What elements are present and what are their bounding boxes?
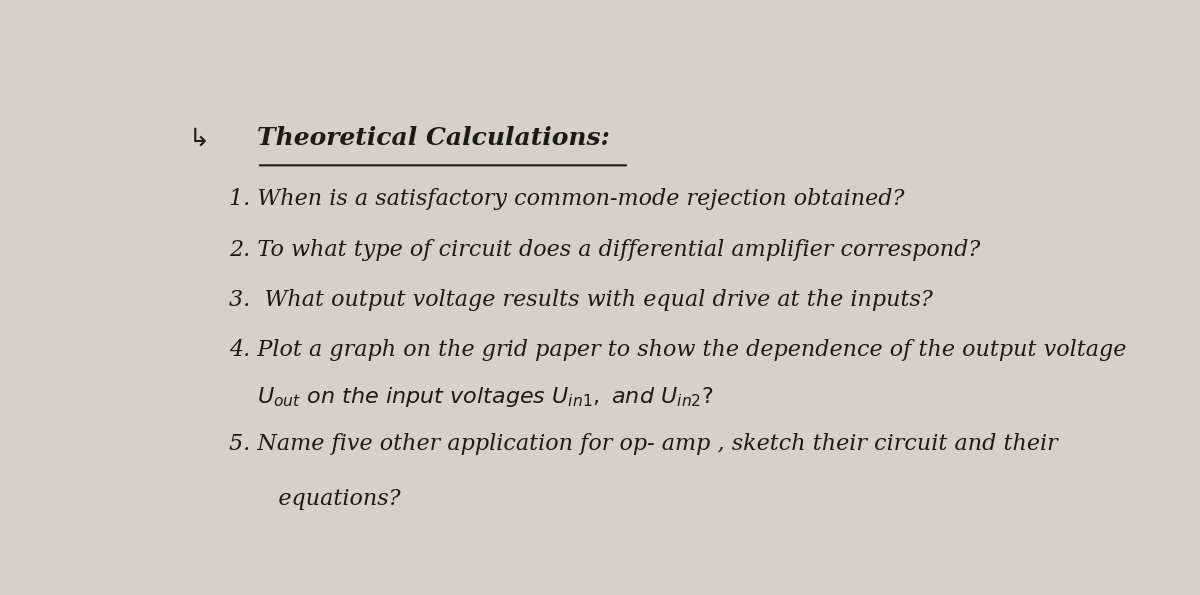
Text: Theoretical Calculations:: Theoretical Calculations: <box>257 126 610 151</box>
Text: 4. Plot a graph on the grid paper to show the dependence of the output voltage: 4. Plot a graph on the grid paper to sho… <box>229 339 1127 361</box>
Text: ↳: ↳ <box>190 126 210 151</box>
Text: equations?: equations? <box>257 488 401 511</box>
Text: 2. To what type of circuit does a differential amplifier correspond?: 2. To what type of circuit does a differ… <box>229 239 980 261</box>
Text: $\mathit{U}_{\mathit{out}}$$\mathit{\ on\ the\ input\ voltages\ U}_{\mathit{in1}: $\mathit{U}_{\mathit{out}}$$\mathit{\ on… <box>257 385 714 409</box>
Text: 5. Name five other application for op- amp , sketch their circuit and their: 5. Name five other application for op- a… <box>229 433 1058 455</box>
Text: 3.  What output voltage results with equal drive at the inputs?: 3. What output voltage results with equa… <box>229 289 932 311</box>
Text: 1. When is a satisfactory common-mode rejection obtained?: 1. When is a satisfactory common-mode re… <box>229 188 905 210</box>
